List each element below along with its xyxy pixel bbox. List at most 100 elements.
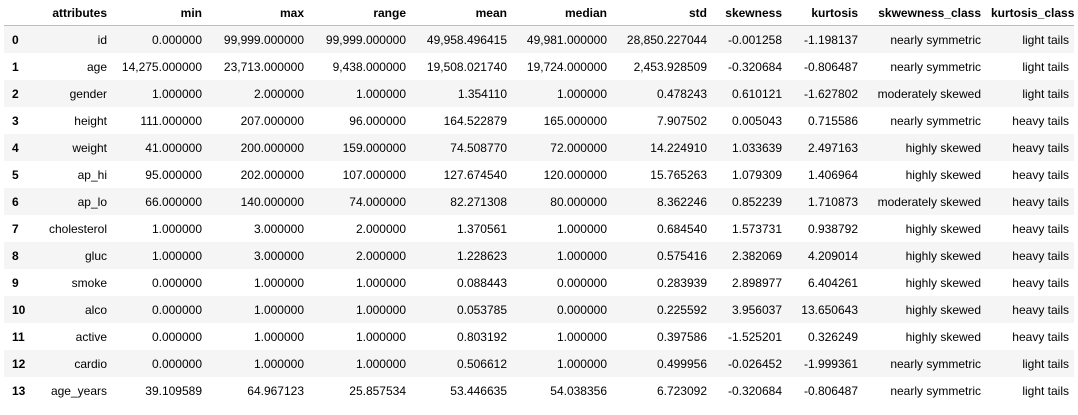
cell-attributes: ap_lo (77, 194, 107, 209)
table-row: 5 ap_hi 95.000000 202.000000 107.000000 127.6… (4, 161, 1074, 188)
cell-kurtosis-class: light tails (1022, 356, 1069, 371)
cell-mean: 82.271308 (450, 194, 507, 209)
row-index: 9 (12, 275, 19, 290)
column-header-attributes: attributes (32, 0, 112, 26)
header-row: attributes min max range mean median std skewne… (4, 0, 1074, 26)
cell-attributes: gender (69, 86, 107, 101)
cell-kurtosis: -1.999361 (803, 356, 858, 371)
cell-kurtosis-class: heavy tails (1012, 221, 1069, 236)
cell-min: 41.000000 (145, 140, 202, 155)
cell-kurtosis-class: heavy tails (1012, 194, 1069, 209)
cell-std: 0.283939 (656, 275, 707, 290)
table-row: 9 smoke 0.000000 1.000000 1.000000 0.088443 0.… (4, 269, 1074, 296)
cell-skewness: 1.573731 (731, 221, 782, 236)
cell-std: 0.499956 (656, 356, 707, 371)
row-index: 7 (12, 221, 19, 236)
row-index: 11 (12, 329, 25, 344)
table-row: 8 gluc 1.000000 3.000000 2.000000 1.228623 1.0… (4, 242, 1074, 269)
cell-std: 28,850.227044 (626, 32, 707, 47)
row-index: 2 (12, 86, 19, 101)
cell-kurtosis: 0.326249 (807, 329, 858, 344)
row-index: 10 (12, 302, 26, 317)
cell-kurtosis: 13.650643 (801, 302, 858, 317)
cell-kurtosis: -1.198137 (803, 32, 858, 47)
cell-max: 64.967123 (247, 383, 304, 398)
cell-max: 3.000000 (253, 221, 304, 236)
cell-min: 0.000000 (151, 302, 202, 317)
table-header: attributes min max range mean median std skewne… (4, 0, 1074, 26)
cell-median: 1.000000 (556, 86, 607, 101)
cell-skwewness-class: highly skewed (905, 248, 981, 263)
cell-mean: 0.053785 (456, 302, 507, 317)
cell-range: 2.000000 (355, 248, 406, 263)
cell-skwewness-class: highly skewed (905, 221, 981, 236)
cell-max: 1.000000 (253, 356, 304, 371)
cell-std: 0.478243 (656, 86, 707, 101)
cell-median: 120.000000 (543, 167, 607, 182)
cell-min: 1.000000 (151, 248, 202, 263)
cell-attributes: weight (72, 140, 107, 155)
table-row: 4 weight 41.000000 200.000000 159.000000 74.5… (4, 134, 1074, 161)
cell-mean: 0.088443 (456, 275, 507, 290)
table-row: 7 cholesterol 1.000000 3.000000 2.000000 1.37… (4, 215, 1074, 242)
cell-median: 1.000000 (556, 356, 607, 371)
cell-skewness: 3.956037 (731, 302, 782, 317)
cell-max: 99,999.000000 (223, 32, 304, 47)
cell-min: 1.000000 (151, 86, 202, 101)
cell-kurtosis: 1.406964 (807, 167, 858, 182)
cell-skewness: 2.898977 (731, 275, 782, 290)
cell-std: 0.397586 (656, 329, 707, 344)
column-header-skewness: skewness (712, 0, 787, 26)
table-row: 12 cardio 0.000000 1.000000 1.000000 0.506612… (4, 350, 1074, 377)
cell-kurtosis-class: light tails (1022, 383, 1069, 398)
cell-mean: 0.506612 (456, 356, 507, 371)
cell-range: 159.000000 (342, 140, 406, 155)
column-header-max: max (207, 0, 309, 26)
cell-kurtosis: 0.938792 (807, 221, 858, 236)
cell-skewness: -0.026452 (727, 356, 782, 371)
cell-attributes: ap_hi (77, 167, 107, 182)
column-header-median: median (512, 0, 612, 26)
cell-min: 0.000000 (151, 329, 202, 344)
cell-max: 1.000000 (253, 275, 304, 290)
cell-attributes: age_years (50, 383, 107, 398)
cell-skwewness-class: highly skewed (905, 275, 981, 290)
cell-std: 0.684540 (656, 221, 707, 236)
cell-max: 3.000000 (253, 248, 304, 263)
table-row: 0 id 0.000000 99,999.000000 99,999.000000 49,… (4, 25, 1074, 53)
cell-min: 111.000000 (140, 113, 202, 128)
cell-skwewness-class: highly skewed (905, 329, 981, 344)
cell-mean: 74.508770 (450, 140, 507, 155)
cell-max: 23,713.000000 (223, 59, 304, 74)
table-row: 2 gender 1.000000 2.000000 1.000000 1.354110 1… (4, 80, 1074, 107)
cell-kurtosis-class: heavy tails (1012, 248, 1069, 263)
cell-attributes: gluc (84, 248, 107, 263)
cell-range: 1.000000 (355, 86, 406, 101)
cell-min: 0.000000 (151, 275, 202, 290)
cell-skewness: 2.382069 (731, 248, 782, 263)
column-header-skwewness-class: skwewness_class (863, 0, 986, 26)
cell-median: 1.000000 (556, 248, 607, 263)
cell-skwewness-class: nearly symmetric (890, 113, 981, 128)
column-header-range: range (309, 0, 411, 26)
cell-kurtosis: -1.627802 (803, 86, 858, 101)
column-header-kurtosis: kurtosis (787, 0, 863, 26)
cell-kurtosis: 4.209014 (807, 248, 858, 263)
row-index: 4 (12, 140, 19, 155)
cell-std: 15.765263 (650, 167, 707, 182)
cell-min: 95.000000 (145, 167, 202, 182)
cell-max: 2.000000 (253, 86, 304, 101)
cell-min: 66.000000 (145, 194, 202, 209)
cell-std: 7.907502 (656, 113, 707, 128)
cell-kurtosis-class: heavy tails (1012, 275, 1069, 290)
cell-kurtosis-class: light tails (1022, 32, 1069, 47)
cell-range: 1.000000 (355, 302, 406, 317)
cell-median: 19,724.000000 (526, 59, 607, 74)
cell-kurtosis-class: heavy tails (1012, 113, 1069, 128)
cell-mean: 1.354110 (457, 86, 507, 101)
cell-skwewness-class: moderately skewed (877, 86, 981, 101)
table-row: 13 age_years 39.109589 64.967123 25.857534 53… (4, 377, 1074, 404)
table-row: 6 ap_lo 66.000000 140.000000 74.000000 82.271… (4, 188, 1074, 215)
cell-median: 1.000000 (556, 329, 607, 344)
cell-min: 14,275.000000 (121, 59, 202, 74)
